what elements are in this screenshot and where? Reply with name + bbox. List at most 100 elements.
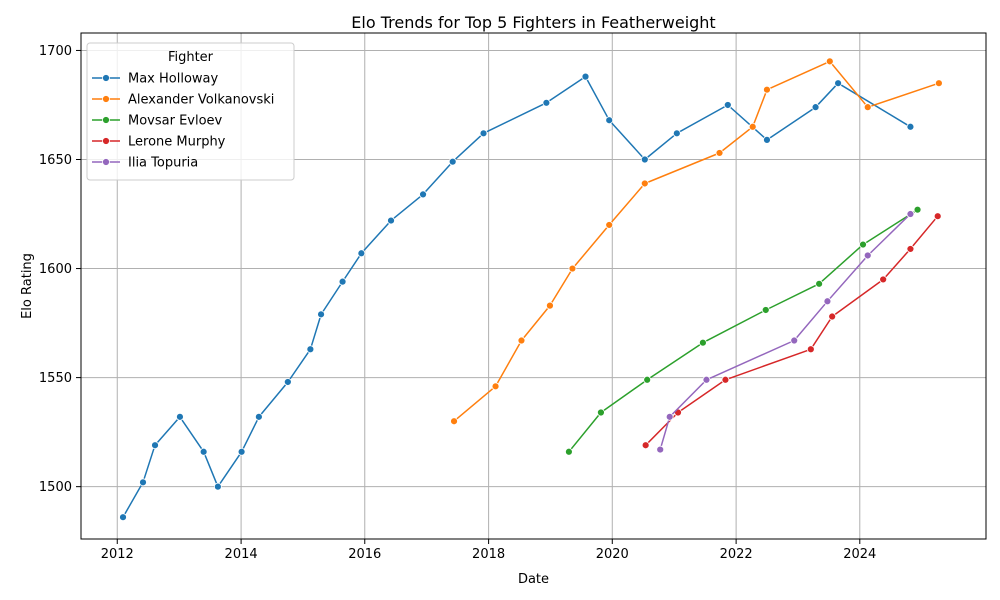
data-point-alexander-volkanovski-2 [517,336,526,345]
data-point-movsar-evloev-4 [761,306,770,314]
data-point-max-holloway-6 [237,447,246,456]
data-point-max-holloway-9 [306,345,315,354]
x-axis-label: Date [518,572,549,587]
legend-swatch-marker-ilia-topuria [102,158,110,166]
legend-title: Fighter [168,50,214,65]
data-point-max-holloway-10 [317,310,325,319]
series-max-holloway [119,72,915,522]
data-point-max-holloway-2 [151,441,159,450]
x-tick-label-2016: 2016 [348,547,381,562]
x-axis-ticks: 2012 2014 2016 2018 2020 2022 2024 [101,539,876,562]
data-point-max-holloway-12 [357,249,366,258]
data-point-lerone-murphy-4 [828,312,837,321]
data-point-alexander-volkanovski-9 [763,85,771,94]
data-point-alexander-volkanovski-3 [546,301,554,310]
legend-swatch-marker-lerone-murphy [102,137,110,145]
y-tick-label-1600: 1600 [39,262,72,277]
series-movsar-evloev [565,205,922,456]
data-point-max-holloway-11 [338,277,347,286]
data-point-lerone-murphy-2 [721,375,730,384]
legend: Fighter Max Holloway Alexander Volkanovsk… [86,42,295,181]
y-tick-label-1650: 1650 [39,153,72,168]
data-point-lerone-murphy-5 [879,275,888,284]
legend-label-movsar-evloev: Movsar Evloev [128,114,223,129]
y-axis-label: Elo Rating [20,253,35,319]
legend-item-max-holloway: Max Holloway [92,72,219,87]
data-point-max-holloway-0 [119,513,127,522]
y-tick-label-1550: 1550 [39,371,72,386]
data-point-max-holloway-19 [605,116,614,125]
data-point-max-holloway-24 [811,103,820,112]
data-point-max-holloway-1 [139,478,147,487]
data-point-movsar-evloev-1 [597,408,605,417]
legend-swatch-marker-alexander-volkanovski [102,95,110,103]
legend-item-lerone-murphy: Lerone Murphy [92,135,226,150]
data-point-max-holloway-26 [906,122,915,131]
data-point-alexander-volkanovski-8 [748,122,757,131]
series-alexander-volkanovski [450,57,943,426]
series-lerone-murphy [641,212,942,450]
x-tick-label-2014: 2014 [225,547,258,562]
data-point-movsar-evloev-5 [815,279,824,288]
data-point-max-holloway-8 [283,378,292,386]
data-point-max-holloway-17 [542,98,551,107]
series-line-lerone-murphy [645,215,939,446]
legend-box [86,42,295,181]
legend-item-ilia-topuria: Ilia Topuria [92,156,198,171]
data-point-alexander-volkanovski-4 [568,264,577,273]
data-point-lerone-murphy-0 [641,441,650,450]
x-tick-label-2024: 2024 [843,547,876,562]
legend-item-alexander-volkanovski: Alexander Volkanovski [92,93,274,108]
data-point-max-holloway-7 [254,412,263,421]
data-point-max-holloway-16 [479,129,488,138]
x-tick-label-2022: 2022 [720,547,753,562]
legend-items: Max Holloway Alexander Volkanovski Movsar … [92,72,274,171]
data-point-max-holloway-25 [834,79,843,88]
x-tick-label-2018: 2018 [472,547,505,562]
x-tick-label-2012: 2012 [101,547,134,562]
legend-label-ilia-topuria: Ilia Topuria [128,156,198,171]
data-point-alexander-volkanovski-6 [640,179,649,188]
data-point-movsar-evloev-7 [913,205,922,214]
series-line-movsar-evloev [568,209,919,453]
data-point-ilia-topuria-6 [906,210,915,218]
data-point-movsar-evloev-3 [699,338,707,347]
x-tick-label-2020: 2020 [596,547,629,562]
data-point-alexander-volkanovski-7 [715,149,724,157]
data-point-max-holloway-22 [723,101,732,109]
y-tick-label-1700: 1700 [39,44,72,59]
data-point-alexander-volkanovski-11 [863,103,872,112]
data-point-max-holloway-14 [419,190,427,199]
data-point-lerone-murphy-3 [806,345,815,354]
data-point-ilia-topuria-4 [823,297,832,306]
data-point-max-holloway-15 [448,157,457,166]
data-point-movsar-evloev-6 [859,240,867,249]
series-ilia-topuria [656,210,915,454]
legend-swatch-marker-max-holloway [102,74,110,82]
data-point-max-holloway-4 [199,447,208,456]
series-layer [119,57,943,522]
legend-label-max-holloway: Max Holloway [128,72,219,87]
data-point-max-holloway-3 [176,412,184,421]
legend-label-alexander-volkanovski: Alexander Volkanovski [128,93,274,108]
data-point-alexander-volkanovski-5 [605,221,614,229]
data-point-movsar-evloev-2 [643,375,652,384]
data-point-alexander-volkanovski-1 [491,382,500,391]
legend-swatch-marker-movsar-evloev [102,116,110,124]
data-point-max-holloway-5 [213,482,222,491]
y-tick-label-1500: 1500 [39,480,72,495]
legend-item-movsar-evloev: Movsar Evloev [92,114,223,129]
data-point-alexander-volkanovski-10 [825,57,834,66]
data-point-ilia-topuria-3 [790,336,799,345]
data-point-max-holloway-18 [581,72,590,81]
legend-label-lerone-murphy: Lerone Murphy [128,135,226,150]
data-point-ilia-topuria-0 [656,445,665,454]
y-axis-ticks: 1500 1550 1600 1650 1700 [39,44,81,495]
data-point-max-holloway-20 [640,155,649,164]
plot-frame [80,32,987,540]
data-point-lerone-murphy-7 [933,212,942,221]
data-point-movsar-evloev-0 [565,447,573,456]
data-point-ilia-topuria-5 [863,251,872,260]
data-point-ilia-topuria-1 [665,412,674,421]
